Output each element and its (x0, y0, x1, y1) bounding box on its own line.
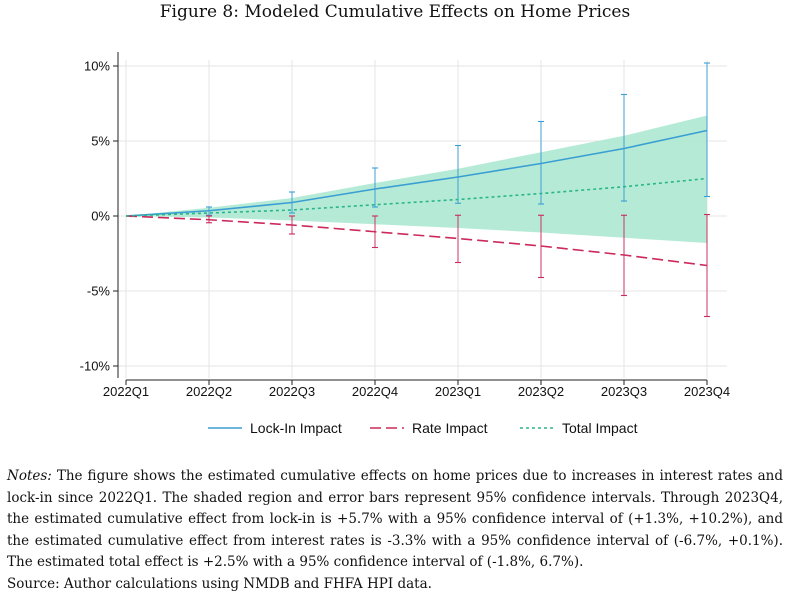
x-tick-label: 2023Q3 (601, 384, 647, 399)
rate-impact-legend-label: Rate Impact (412, 420, 488, 436)
series-lines (125, 129, 708, 267)
chart: 10% 5% 0% -5% -10% 2022Q1 2022Q2 2022Q3 2022Q4 20… (80, 52, 730, 436)
total-impact-ci-band (126, 115, 707, 243)
total-impact-line (125, 177, 708, 217)
rate-impact-line (125, 215, 708, 267)
x-tick-label: 2022Q1 (103, 384, 149, 399)
x-tick-label: 2022Q4 (352, 384, 398, 399)
y-tick-label: -10% (80, 359, 111, 374)
x-tick-label: 2022Q3 (269, 384, 315, 399)
source-text: Source: Author calculations using NMDB a… (7, 575, 432, 592)
y-tick-label: 5% (91, 134, 110, 149)
x-tick-label: 2022Q2 (186, 384, 232, 399)
lock-in-impact-legend-label: Lock-In Impact (250, 420, 342, 436)
axes: 10% 5% 0% -5% -10% 2022Q1 2022Q2 2022Q3 2022Q4 20… (80, 52, 730, 399)
lock-in-impact-line (125, 129, 708, 217)
total-impact-legend-label: Total Impact (562, 420, 638, 436)
legend: Lock-In Impact Rate Impact Total Impact (208, 420, 638, 436)
y-tick-label: -5% (87, 284, 111, 299)
y-tick-label: 10% (84, 59, 110, 74)
notes: Notes: The figure shows the estimated cu… (7, 466, 783, 596)
figure-title: Figure 8: Modeled Cumulative Effects on … (159, 2, 631, 22)
x-tick-label: 2023Q4 (684, 384, 730, 399)
x-tick-label: 2023Q2 (518, 384, 564, 399)
y-tick-label: 0% (91, 209, 110, 224)
confidence-band (126, 115, 707, 243)
notes-text: The figure shows the estimated cumulativ… (7, 468, 783, 571)
notes-label: Notes: (7, 468, 52, 484)
x-tick-label: 2023Q1 (435, 384, 481, 399)
